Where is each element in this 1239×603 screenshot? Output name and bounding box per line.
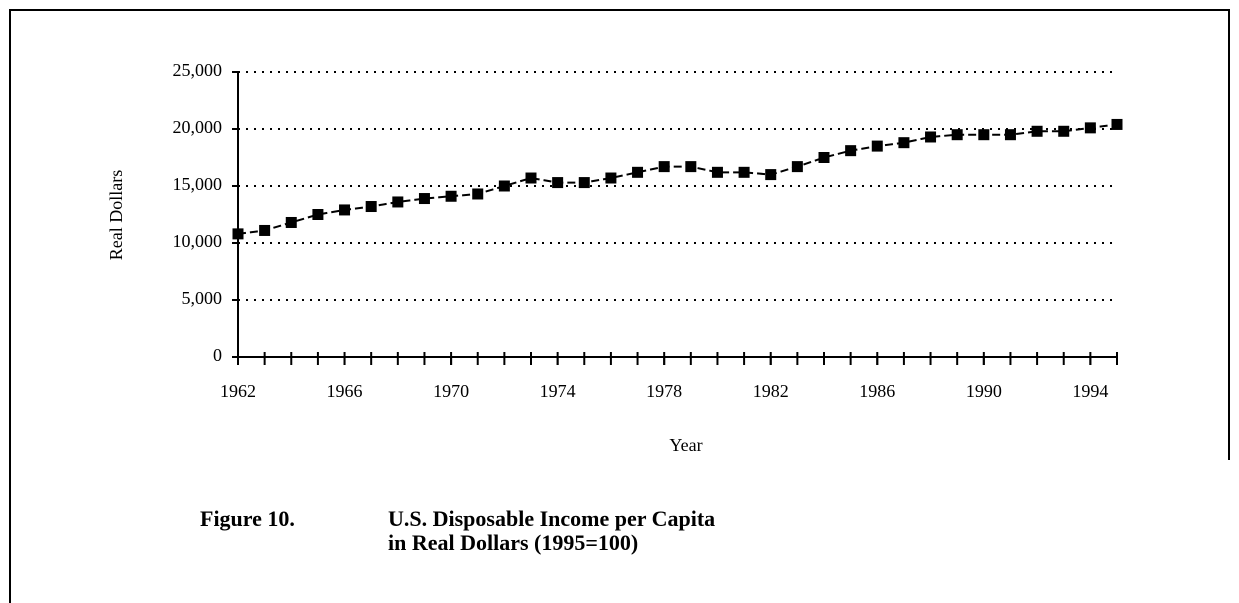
x-tick-label: 1974 (540, 381, 576, 401)
x-tick-label: 1986 (859, 381, 895, 401)
data-point (1111, 118, 1123, 130)
data-point (392, 196, 404, 208)
data-point (632, 166, 644, 178)
data-point (818, 152, 830, 163)
data-point (898, 137, 910, 149)
data-point (418, 193, 430, 205)
data-point (472, 188, 484, 200)
data-point (525, 172, 537, 184)
x-tick-label: 1966 (327, 381, 363, 401)
x-tick-label: 1970 (433, 381, 469, 401)
caption: U.S. Disposable Income per Capita (388, 506, 715, 531)
caption-label: Figure 10. (200, 506, 295, 531)
data-point (1084, 122, 1096, 134)
data-point (312, 209, 324, 220)
data-point (285, 216, 297, 228)
data-point (658, 161, 670, 173)
y-tick-label: 0 (213, 345, 222, 365)
y-tick-label: 10,000 (173, 231, 223, 251)
data-point (605, 172, 617, 184)
data-point (445, 190, 457, 202)
data-point (978, 129, 990, 141)
data-point (685, 161, 697, 173)
x-tick-label: 1990 (966, 381, 1002, 401)
data-point (1058, 125, 1070, 137)
y-tick-label: 5,000 (182, 288, 223, 308)
data-line (237, 123, 1118, 235)
y-axis-title: Real Dollars (106, 170, 126, 260)
data-point (845, 145, 857, 157)
data-point (1004, 129, 1016, 141)
y-tick-label: 20,000 (173, 117, 223, 137)
frame (9, 9, 1230, 603)
data-point (578, 177, 590, 189)
x-tick-label: 1994 (1072, 381, 1108, 401)
data-point (765, 169, 777, 181)
x-axis-title: Year (669, 435, 702, 455)
data-point (1031, 125, 1043, 137)
y-tick-label: 25,000 (173, 60, 223, 80)
x-tick-label: 1982 (753, 381, 789, 401)
x-tick-label: 1962 (220, 381, 256, 401)
data-point (925, 131, 937, 143)
data-point (232, 228, 244, 240)
caption: in Real Dollars (1995=100) (388, 530, 638, 555)
data-point (339, 204, 351, 216)
data-point (259, 224, 271, 236)
data-point (738, 166, 750, 178)
data-point (711, 166, 723, 178)
data-point (791, 161, 803, 173)
data-point (365, 201, 377, 213)
data-point (951, 129, 963, 141)
data-point (552, 177, 564, 189)
x-tick-label: 1978 (646, 381, 682, 401)
y-tick-label: 15,000 (173, 174, 223, 194)
data-point (871, 140, 883, 152)
data-point (498, 180, 510, 192)
